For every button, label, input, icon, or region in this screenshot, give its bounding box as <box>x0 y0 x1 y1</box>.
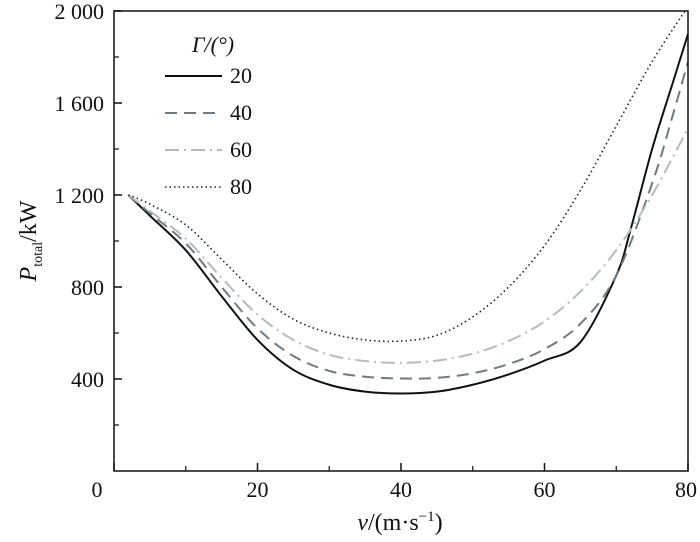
series-lines <box>127 11 688 395</box>
x-tick-label: 40 <box>390 477 412 502</box>
series-line-60 <box>127 127 688 364</box>
legend-label-60: 60 <box>230 137 252 162</box>
y-tick-label: 800 <box>71 275 104 300</box>
x-axis-ticks: 0 20 40 60 80 <box>92 463 697 502</box>
x-tick-label: 80 <box>675 477 697 502</box>
legend-title: Γ/(°) <box>191 32 234 57</box>
y-tick-label: 1 600 <box>55 91 105 116</box>
y-tick-label: 1 200 <box>55 183 105 208</box>
x-axis-label: v/(m·s−1) <box>357 509 442 536</box>
legend-label-20: 20 <box>230 63 252 88</box>
y-tick-label: 400 <box>71 367 104 392</box>
plot-frame <box>113 10 689 472</box>
series-line-40 <box>127 61 688 380</box>
series-line-80 <box>128 11 686 343</box>
y-axis-ticks: 400 800 1 200 1 600 2 000 <box>55 0 122 426</box>
legend: Γ/(°) 20 40 60 80 <box>165 32 252 199</box>
y-axis-label: Ptotal/kW <box>16 200 46 282</box>
series-line-20 <box>127 33 688 395</box>
legend-label-40: 40 <box>230 100 252 125</box>
x-tick-label: 0 <box>92 477 103 502</box>
x-tick-label: 60 <box>534 477 556 502</box>
legend-label-80: 80 <box>230 174 252 199</box>
x-tick-label: 20 <box>247 477 269 502</box>
y-tick-label: 2 000 <box>55 0 105 24</box>
